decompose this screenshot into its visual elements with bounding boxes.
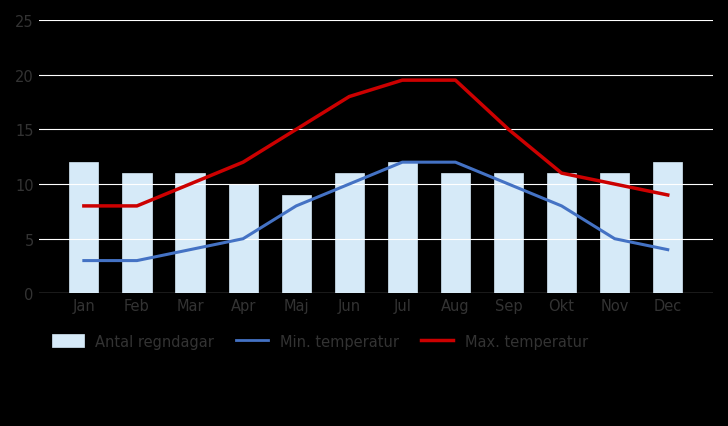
Bar (175, 174, 205, 294)
Bar (494, 174, 523, 294)
Bar (653, 163, 682, 294)
Bar (441, 174, 470, 294)
Bar (547, 174, 576, 294)
Bar (122, 174, 151, 294)
Bar (388, 163, 417, 294)
Bar (282, 196, 311, 294)
Legend: Antal regndagar, Min. temperatur, Max. temperatur: Antal regndagar, Min. temperatur, Max. t… (46, 328, 593, 354)
Bar (69, 163, 98, 294)
Bar (229, 184, 258, 294)
Bar (335, 174, 364, 294)
Bar (600, 174, 629, 294)
